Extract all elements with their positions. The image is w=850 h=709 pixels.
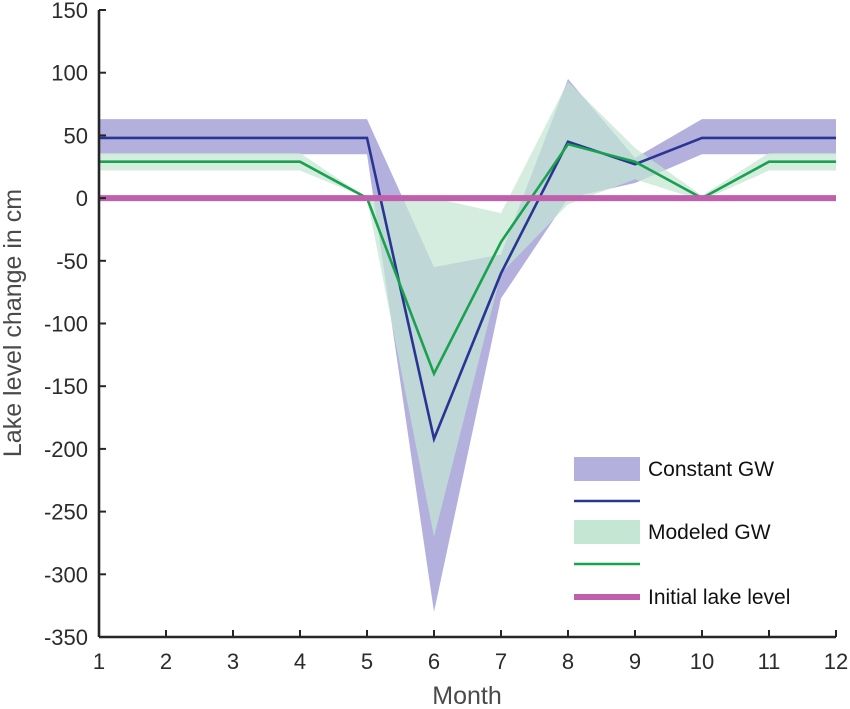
legend-label-modeled-gw: Modeled GW — [648, 521, 771, 544]
legend-label-initial-lake-level: Initial lake level — [648, 586, 790, 609]
y-axis-title: Lake level change in cm — [0, 189, 27, 457]
x-tick-label: 3 — [227, 649, 239, 674]
y-tick-label: -350 — [44, 625, 88, 650]
legend-label-constant-gw: Constant GW — [648, 458, 774, 481]
y-tick-label: 150 — [51, 0, 88, 23]
series-line-1 — [99, 136, 836, 444]
y-tick-label: -50 — [56, 249, 88, 274]
y-tick-label: -200 — [44, 437, 88, 462]
y-tick-label: 100 — [51, 61, 88, 86]
x-axis-title: Month — [432, 682, 501, 709]
y-tick-label: 0 — [76, 186, 88, 211]
x-tick-label: 11 — [758, 649, 781, 674]
y-tick-label: -300 — [44, 562, 88, 587]
x-tick-label: 4 — [294, 649, 306, 674]
x-tick-label: 10 — [690, 649, 714, 674]
y-tick-label: -250 — [44, 500, 88, 525]
x-tick-label: 12 — [824, 649, 848, 674]
series-lines — [99, 136, 836, 444]
y-tick-label: -150 — [44, 374, 88, 399]
legend-swatch-modeled-gw — [574, 520, 640, 544]
legend-swatch-constant-gw — [574, 457, 640, 481]
x-tick-label: 9 — [629, 649, 641, 674]
x-tick-label: 8 — [562, 649, 574, 674]
x-tick-label: 2 — [160, 649, 172, 674]
series-line-2 — [99, 142, 836, 377]
legend: Constant GW Modeled GW Initial lake level — [574, 457, 790, 609]
y-tick-label: 50 — [64, 123, 88, 148]
x-tick-label: 1 — [93, 649, 105, 674]
y-tick-label: -100 — [44, 312, 88, 337]
x-tick-label: 7 — [495, 649, 507, 674]
x-tick-label: 5 — [361, 649, 373, 674]
x-tick-label: 6 — [428, 649, 440, 674]
